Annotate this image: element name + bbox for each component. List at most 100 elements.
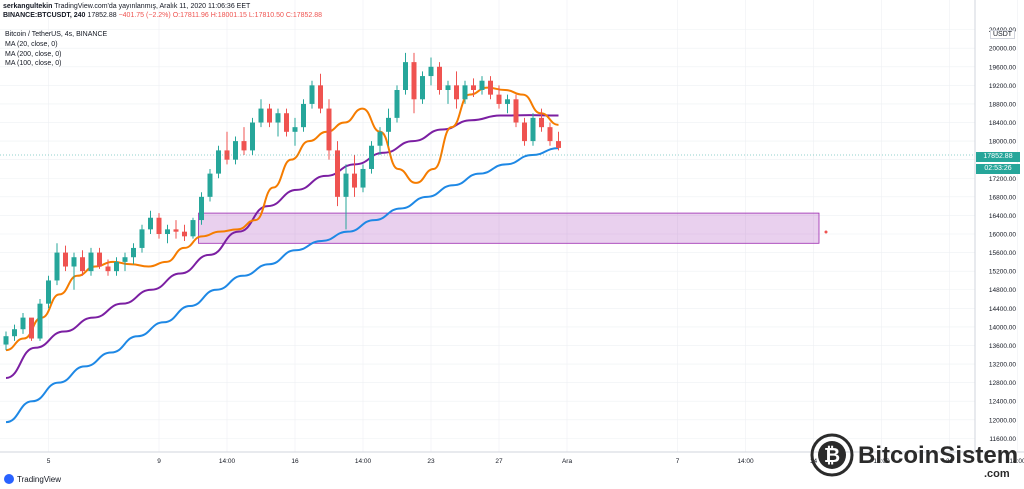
ma100-line <box>5 147 559 424</box>
time-tick-label: 14:00 <box>355 458 372 465</box>
price-tick-label: 15200.00 <box>989 269 1016 276</box>
candle-body <box>190 220 196 237</box>
symbol: BINANCE:BTCUSDT, 240 <box>3 12 86 19</box>
price-tick-label: 18800.00 <box>989 101 1016 108</box>
candle-body <box>250 122 255 151</box>
price-axis[interactable]: 11600.00 12000.00 12400.00 12800.00 13200.00… <box>989 27 1016 443</box>
candle-body <box>29 317 34 339</box>
candle-body <box>3 336 9 345</box>
candle-body <box>131 247 136 258</box>
price-tick-label: 20000.00 <box>989 46 1016 53</box>
candle-body <box>479 80 485 90</box>
candle-body <box>471 85 476 90</box>
candle-body <box>360 168 366 188</box>
candle-body <box>139 229 145 248</box>
time-tick-label: 27 <box>495 458 503 465</box>
candle-body <box>301 103 306 128</box>
candle-body <box>80 257 85 272</box>
candle-body <box>496 94 502 104</box>
candle-body <box>454 85 459 100</box>
price-tick-label: 12400.00 <box>989 399 1016 406</box>
candle-body <box>335 150 340 197</box>
ma200-line <box>5 114 559 379</box>
tradingview-logo-icon <box>4 474 14 484</box>
chart-grid <box>0 0 1018 452</box>
time-tick-label: 16 <box>291 458 299 465</box>
candle-body <box>326 108 332 151</box>
price-tick-label: 18400.00 <box>989 120 1016 127</box>
candle-body <box>156 217 162 234</box>
candle-body <box>224 150 230 160</box>
candle-body <box>420 76 425 100</box>
symbol-line: BINANCE:BTCUSDT, 240 17852.88 −401.75 (−… <box>3 11 322 21</box>
candle-body <box>20 317 26 330</box>
brand-watermark: ₿ BitcoinSistemi .com <box>810 433 1018 480</box>
price-tick-label: 13600.00 <box>989 343 1016 350</box>
candle-body <box>445 85 451 90</box>
candle-body <box>386 117 391 132</box>
candle-body <box>46 280 51 304</box>
price-tick-label: 16000.00 <box>989 232 1016 239</box>
time-tick-label: 5 <box>47 458 51 465</box>
price-tick-label: 19600.00 <box>989 64 1016 71</box>
candle-body <box>539 117 544 128</box>
indicator-ma20[interactable]: MA (20, close, 0) <box>5 41 58 48</box>
time-tick-label: 23 <box>427 458 435 465</box>
publish-header: serkangultekin TradingView.com'da yayınl… <box>3 2 250 12</box>
price-tick-label: 11600.00 <box>989 436 1016 443</box>
candle-body <box>241 141 247 151</box>
candle-body <box>403 62 408 90</box>
candle-body <box>522 122 527 142</box>
candle-body <box>148 217 153 230</box>
last-price-label: 17852.88 <box>976 152 1020 162</box>
candle-body <box>216 150 221 174</box>
price-tick-label: 19200.00 <box>989 83 1016 90</box>
price-tick-label: 16400.00 <box>989 213 1016 220</box>
price-tick-label: 14400.00 <box>989 306 1016 313</box>
candle-body <box>199 196 204 221</box>
candle-body <box>513 99 519 123</box>
candle-body <box>114 261 119 272</box>
price-tick-label: 18000.00 <box>989 139 1016 146</box>
tradingview-label: TradingView <box>17 474 62 484</box>
price-tick-label: 12000.00 <box>989 417 1016 424</box>
candle-body <box>105 266 111 272</box>
time-tick-label: 7 <box>676 458 680 465</box>
price-tick-label: 14000.00 <box>989 324 1016 331</box>
support-zone-rect <box>198 212 820 244</box>
candle-body <box>284 113 289 132</box>
candle-body <box>462 85 468 100</box>
price-tick-label: 12800.00 <box>989 380 1016 387</box>
indicator-ma200[interactable]: MA (200, close, 0) <box>5 51 62 58</box>
candle-body <box>488 80 493 95</box>
time-tick-label: 14:00 <box>873 458 890 465</box>
svg-text:₿: ₿ <box>824 445 840 467</box>
candle-body <box>165 229 170 234</box>
candle-body <box>267 108 272 123</box>
candle-body <box>292 127 298 132</box>
change-value: −401.75 (−2.2%) <box>118 12 171 19</box>
ohlc-values: O:17811.96 H:18001.15 L:17810.50 C:17852… <box>172 12 323 19</box>
candle-body <box>318 85 323 109</box>
tradingview-footer[interactable]: TradingView <box>4 474 61 484</box>
candle-body <box>63 252 68 267</box>
brand-suffix: .com <box>984 468 1010 480</box>
candle-body <box>54 252 60 281</box>
indicator-ma100[interactable]: MA (100, close, 0) <box>5 60 62 67</box>
price-tick-label: 17200.00 <box>989 176 1016 183</box>
author-name[interactable]: serkangultekin <box>3 3 53 10</box>
candle-body <box>547 127 553 142</box>
candle-body <box>428 66 434 77</box>
bitcoin-coin-icon: ₿ <box>810 433 854 477</box>
candle-body <box>207 173 213 197</box>
last-value: 17852.88 <box>87 12 117 19</box>
price-tick-label: 15600.00 <box>989 250 1016 257</box>
candle-body <box>437 66 442 90</box>
time-tick-label: 14:00 <box>1009 458 1024 465</box>
candle-body <box>505 99 510 104</box>
candle-body <box>377 131 383 146</box>
candle-body <box>122 257 128 262</box>
time-tick-label: 9 <box>157 458 161 465</box>
